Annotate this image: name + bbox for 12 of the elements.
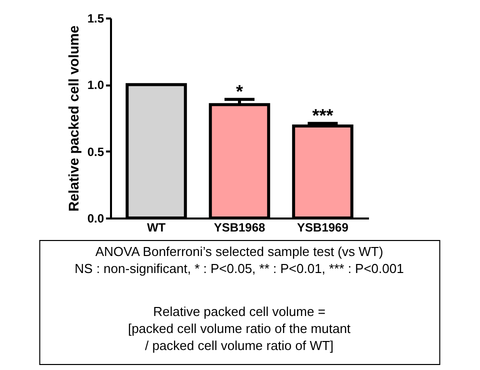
y-axis-title: Relative packed cell volume	[65, 25, 82, 212]
x-tick-label: WT	[146, 220, 166, 234]
text: ANOVA Bonferroni’s selected sample test (vs WT) NS : non-significant, * : P<0.05, ** : P<0.01, *** : P<0.001	[74, 244, 404, 276]
x-tick-label: YSB1968	[214, 220, 266, 234]
y-tick-label: 1.0	[87, 78, 104, 92]
annotation: ***	[312, 105, 334, 126]
y-tick-label: 0.5	[87, 144, 104, 159]
y-tick-label: 1.5	[87, 12, 104, 26]
annotation: *	[236, 81, 244, 102]
x-tick-label: YSB1969	[297, 220, 349, 234]
text: Relative packed cell volume = [packed cell volume ratio of the mutant / packed cell volume ratio of WT]	[128, 304, 351, 353]
y-tick-label: 0.0	[87, 212, 104, 226]
